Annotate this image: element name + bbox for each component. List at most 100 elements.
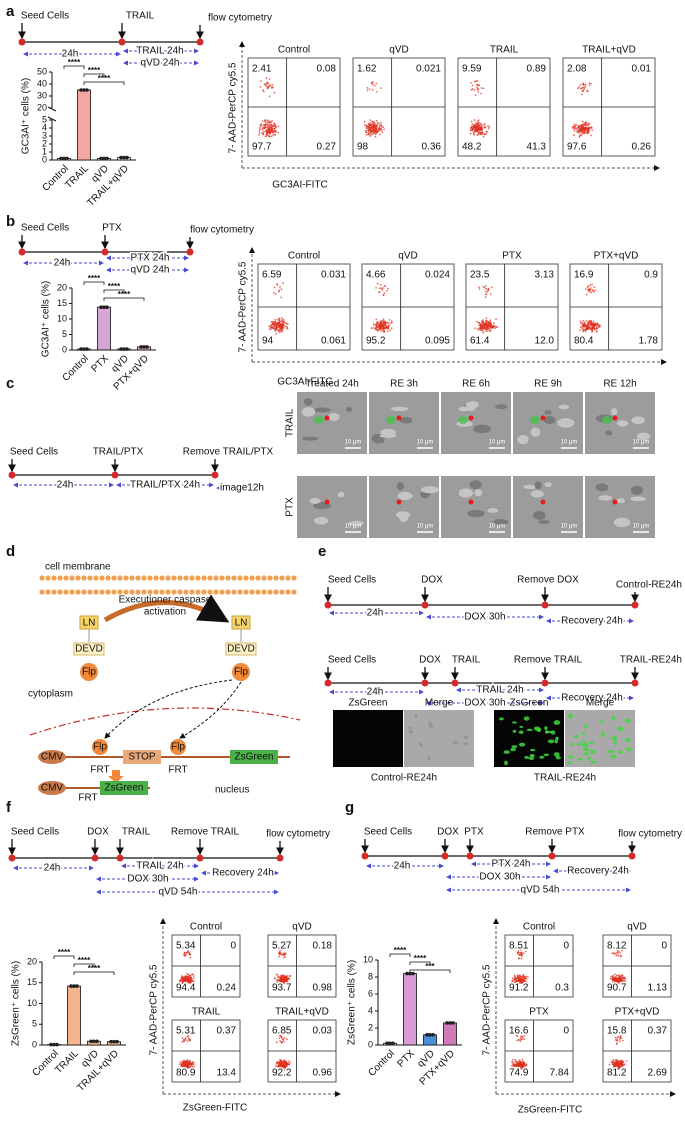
cell-dot [589, 127, 592, 129]
event-dot [451, 679, 459, 687]
cell-dot [192, 975, 195, 977]
cell-dot [612, 1066, 615, 1069]
interval-label: qVD 24h [131, 265, 170, 276]
significance-label: **** [78, 956, 91, 965]
cell-dot [287, 1063, 290, 1066]
marker [468, 415, 474, 421]
cell-dot [623, 977, 625, 979]
cell-dot [490, 286, 493, 289]
cell-dot [520, 954, 523, 956]
quadrant-value: 0 [661, 941, 667, 952]
panel-label: f [6, 799, 12, 816]
cell [397, 491, 413, 501]
interval-label: qVD 54h [159, 887, 198, 898]
cell-dot [527, 976, 529, 978]
cell-dot [282, 282, 285, 285]
cell-dot [187, 973, 190, 976]
cell-dot [520, 1036, 522, 1038]
cell-dot [496, 325, 499, 328]
column-title: RE 3h [390, 379, 418, 390]
cell-dot [596, 329, 598, 332]
cell-dot [573, 126, 576, 128]
cell-dot [276, 283, 279, 285]
cell-dot [489, 323, 491, 326]
reporter-label: ZsGreen [235, 752, 274, 763]
y-tick-label: 1 [42, 146, 47, 156]
event-label: TRAIL [126, 11, 155, 22]
cell-dot [476, 124, 479, 127]
green-cell [314, 416, 324, 424]
cell-dot [272, 292, 275, 294]
cell-dot [279, 979, 282, 982]
cell-dot [372, 81, 374, 84]
lipid-head [141, 589, 147, 595]
event-dot [631, 601, 639, 609]
quadrant-value: 81.2 [607, 1068, 627, 1079]
event-dot [276, 854, 284, 862]
event-label: Control-RE24h [616, 580, 682, 591]
significance-bracket [73, 963, 95, 967]
cell-dot [286, 1038, 288, 1041]
significance-bracket [389, 953, 411, 957]
cell-dot [470, 81, 472, 84]
marker [396, 499, 402, 505]
cell-dot [372, 122, 375, 125]
lipid-head [207, 575, 213, 581]
cell [631, 416, 645, 425]
marker [612, 415, 618, 421]
y-tick-label: 3 [42, 130, 47, 140]
cell-dot [476, 120, 479, 123]
cell [312, 407, 331, 413]
lipid-head [189, 575, 195, 581]
cell-dot [270, 135, 273, 138]
cell [553, 720, 561, 725]
cell-dot [582, 123, 585, 126]
cell-dot [285, 977, 288, 980]
lipid-head [99, 575, 105, 581]
cell-dot [585, 323, 587, 326]
replicate-dot [65, 156, 69, 161]
plot-title: PTX+qVD [615, 1007, 660, 1018]
event-dot [101, 248, 109, 256]
interval-label: 24h [54, 258, 71, 269]
cell [530, 490, 544, 498]
quadrant-value: 12.0 [535, 336, 555, 347]
cell-dot [612, 952, 615, 954]
scatter [511, 948, 529, 985]
x-tick-label: Control [40, 163, 71, 194]
lipid-head [129, 589, 135, 595]
lipid-head [201, 589, 207, 595]
lipid-head [267, 575, 273, 581]
scale-label: 10 μm [561, 440, 578, 446]
cell [583, 724, 588, 728]
cell-dot [519, 948, 522, 951]
y-tick-label: 5 [32, 1019, 37, 1029]
event-label: Seed Cells [328, 575, 376, 586]
quadrant-value: 0.031 [321, 270, 346, 281]
lipid-head [69, 589, 75, 595]
cell-dot [372, 129, 375, 132]
cell [543, 415, 556, 425]
site-label: FRT [78, 793, 97, 804]
event-dot [8, 854, 16, 862]
cell-dot [572, 127, 574, 129]
quadrant-value: 80.9 [176, 1068, 196, 1079]
cell [553, 752, 560, 757]
cell-dot [470, 88, 473, 91]
quadrant-value: 95.2 [366, 336, 386, 347]
column-title: RE 6h [462, 379, 490, 390]
lipid-head [99, 589, 105, 595]
lipid-head [165, 575, 171, 581]
cell-dot [286, 326, 289, 328]
cell-dot [581, 131, 584, 133]
cell-dot [268, 328, 271, 331]
cell [399, 512, 409, 523]
lipid-head [183, 575, 189, 581]
lipid-head [279, 575, 285, 581]
cell-dot [475, 79, 477, 82]
cell-dot [365, 131, 368, 134]
cell-dot [382, 294, 385, 296]
cell [495, 404, 508, 410]
cell-dot [269, 130, 272, 133]
cell [616, 498, 625, 504]
